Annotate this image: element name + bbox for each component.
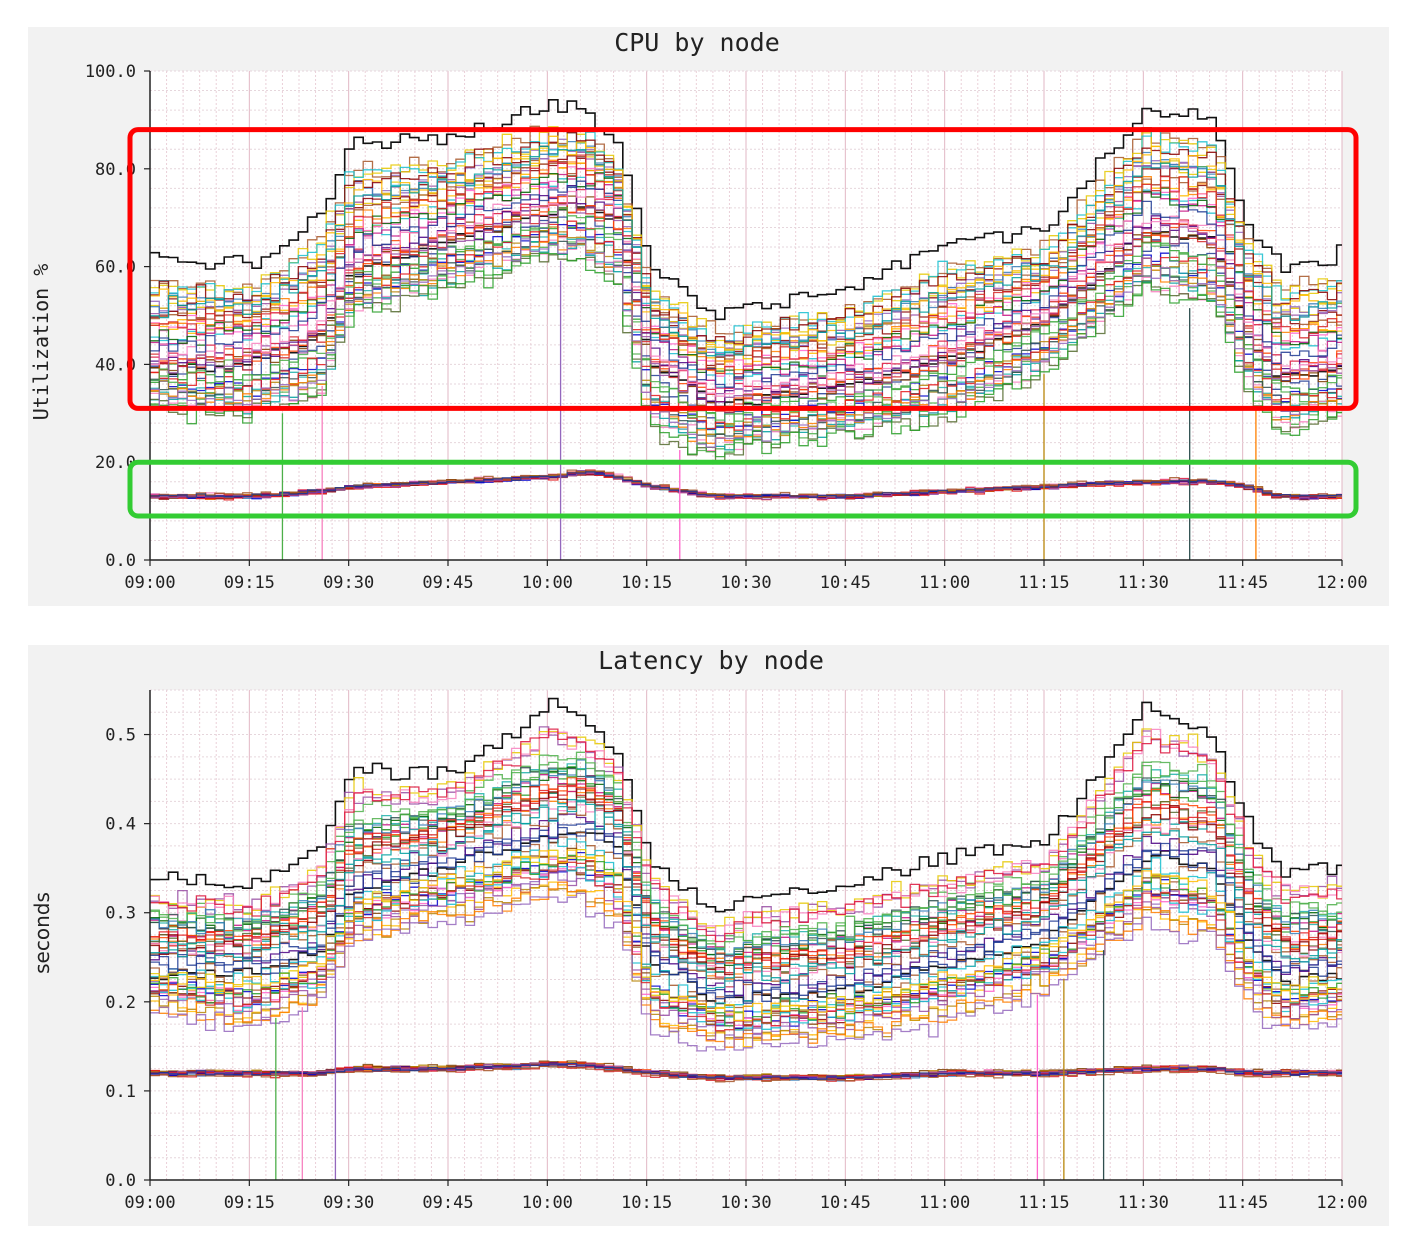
lat-y-tick-label: 0.4 (105, 815, 136, 835)
cpu-y-tick-label: 0.0 (105, 551, 136, 571)
lat-x-tick-label: 11:00 (919, 1193, 970, 1213)
cpu-highlight-box (127, 459, 1359, 519)
latency-chart: Latency by node seconds 09:00 09:15 09:30 0… (30, 646, 1368, 1213)
cpu-series-line (150, 154, 1342, 369)
cpu-series-line (150, 231, 1342, 437)
lat-x-tick-label: 10:30 (720, 1193, 771, 1213)
lat-x-tick-label: 10:15 (621, 1193, 672, 1213)
cpu-series-line (150, 202, 1342, 409)
lat-series-line (150, 778, 1342, 965)
lat-y-tick-label: 0.1 (105, 1082, 136, 1102)
lat-series-line (150, 763, 1342, 957)
lat-y-tick-label: 0.2 (105, 993, 136, 1013)
cpu-highlight-box (127, 127, 1359, 411)
lat-x-tick-label: 11:15 (1018, 1193, 1069, 1213)
cpu-x-tick-label: 11:00 (919, 573, 970, 593)
cpu-axes (144, 70, 1343, 566)
cpu-x-tick-label: 10:30 (720, 573, 771, 593)
cpu-x-tick-label: 09:15 (224, 573, 275, 593)
cpu-y-tick-label: 80.0 (95, 160, 136, 180)
cpu-x-tick-label: 10:00 (522, 573, 573, 593)
lat-series-line (150, 885, 1342, 1041)
cpu-x-tick-label: 10:15 (621, 573, 672, 593)
lat-x-tick-label: 09:45 (422, 1193, 473, 1213)
cpu-series-line (150, 188, 1342, 397)
lat-series-line (150, 788, 1342, 976)
cpu-y-axis-label: Utilization % (29, 264, 53, 421)
cpu-series-line (150, 130, 1342, 345)
lat-y-tick-label: 0.0 (105, 1171, 136, 1191)
lat-series-line (150, 856, 1342, 1033)
latency-chart-panel: Latency by node seconds 09:00 09:15 09:30 0… (28, 645, 1389, 1226)
latency-y-axis-label: seconds (30, 892, 54, 974)
lat-y-tick-label: 0.5 (105, 726, 136, 746)
cpu-series-line (150, 154, 1342, 375)
lat-x-tick-label: 09:15 (224, 1193, 275, 1213)
cpu-series-line (150, 145, 1342, 357)
latency-chart-title: Latency by node (598, 646, 824, 675)
latency-grid (149, 689, 1343, 1181)
cpu-x-tick-label: 09:30 (323, 573, 374, 593)
cpu-series-line (150, 234, 1342, 444)
lat-series-line (150, 869, 1342, 1041)
latency-series-group (150, 697, 1342, 1180)
lat-x-tick-label: 10:00 (522, 1193, 573, 1213)
lat-series-line (150, 819, 1342, 1004)
lat-series-line (150, 697, 1342, 913)
cpu-series-group (150, 99, 1342, 560)
cpu-chart-panel: CPU by node Utilization % 09:00 09:15 09:3… (28, 27, 1389, 606)
cpu-series-line (150, 180, 1342, 388)
lat-x-tick-label: 09:00 (124, 1193, 175, 1213)
cpu-series-line (150, 238, 1342, 448)
cpu-chart-title: CPU by node (614, 28, 780, 57)
lat-series-line (150, 849, 1342, 1022)
latency-tick-labels: 09:00 09:15 09:30 09:45 10:00 10:15 10:30 10:45… (105, 726, 1367, 1213)
cpu-series-line (150, 142, 1342, 370)
cpu-series-line (150, 99, 1342, 321)
lat-x-tick-label: 11:30 (1118, 1193, 1169, 1213)
cpu-series-line (150, 126, 1342, 345)
lat-series-line (150, 1062, 1342, 1080)
lat-series-line (150, 758, 1342, 949)
cpu-series-line (150, 471, 1342, 499)
cpu-x-tick-label: 10:45 (820, 573, 871, 593)
lat-series-line (150, 860, 1342, 1031)
cpu-x-tick-label: 11:30 (1118, 573, 1169, 593)
lat-series-line (150, 892, 1342, 1052)
lat-series-line (150, 728, 1342, 943)
lat-series-line (150, 774, 1342, 964)
lat-series-line (150, 813, 1342, 997)
cpu-tick-labels: 09:00 09:15 09:30 09:45 10:00 10:15 10:30 10:45… (85, 62, 1368, 593)
latency-axes (144, 690, 1343, 1186)
cpu-x-tick-label: 09:00 (124, 573, 175, 593)
cpu-y-tick-label: 40.0 (95, 355, 136, 375)
lat-series-line (150, 728, 1342, 949)
lat-x-tick-label: 09:30 (323, 1193, 374, 1213)
lat-series-line (150, 799, 1342, 990)
cpu-series-line (150, 252, 1342, 458)
cpu-highlights (127, 127, 1359, 519)
lat-series-line (150, 881, 1342, 1048)
cpu-series-line (150, 195, 1342, 410)
lat-series-line (150, 837, 1342, 1014)
cpu-x-tick-label: 11:15 (1018, 573, 1069, 593)
lat-x-tick-label: 10:45 (820, 1193, 871, 1213)
lat-x-tick-label: 12:00 (1316, 1193, 1367, 1213)
cpu-series-line (150, 204, 1342, 413)
lat-series-line (150, 859, 1342, 1032)
lat-series-line (150, 822, 1342, 1000)
cpu-y-tick-label: 100.0 (85, 62, 136, 82)
lat-series-line (150, 767, 1342, 956)
cpu-y-tick-label: 20.0 (95, 453, 136, 473)
cpu-x-tick-label: 11:45 (1217, 573, 1268, 593)
lat-y-tick-label: 0.3 (105, 904, 136, 924)
cpu-y-tick-label: 60.0 (95, 258, 136, 278)
cpu-series-line (150, 206, 1342, 422)
cpu-x-tick-label: 09:45 (422, 573, 473, 593)
lat-series-line (150, 759, 1342, 965)
cpu-x-tick-label: 12:00 (1316, 573, 1367, 593)
lat-x-tick-label: 11:45 (1217, 1193, 1268, 1213)
cpu-series-line (150, 184, 1342, 403)
cpu-chart: CPU by node Utilization % 09:00 09:15 09:3… (29, 28, 1368, 593)
